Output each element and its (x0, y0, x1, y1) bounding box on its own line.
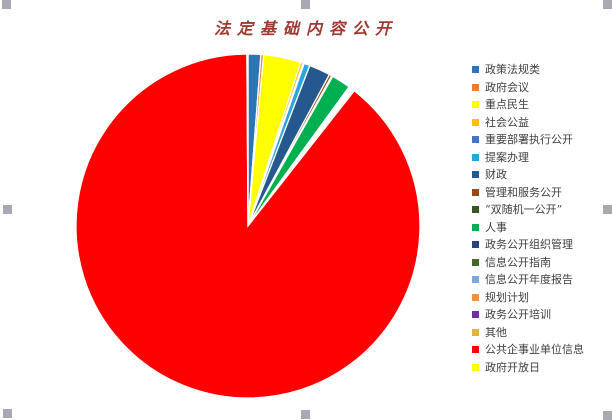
legend-swatch-icon (472, 66, 479, 74)
legend-swatch-icon (472, 311, 479, 319)
legend-label: 重点民生 (485, 98, 529, 112)
chart-title: 法定基础内容公开 (213, 19, 398, 38)
legend-item[interactable]: “双随机一公开” (472, 201, 612, 219)
legend-label: 信息公开指南 (485, 255, 551, 269)
legend-label: 人事 (485, 220, 507, 234)
legend-item[interactable]: 政务公开组织管理 (472, 236, 612, 254)
legend-swatch-icon (472, 363, 479, 371)
legend-swatch-icon (472, 188, 479, 196)
legend-item[interactable]: 政务公开培训 (472, 306, 612, 324)
selection-handle-top-left[interactable] (2, 0, 11, 9)
selection-handle-top-middle[interactable] (301, 0, 310, 9)
legend-swatch-icon (472, 346, 479, 354)
legend-label: 其他 (485, 325, 507, 339)
legend-swatch-icon (472, 118, 479, 126)
legend-label: 政府开放日 (485, 360, 540, 374)
legend-swatch-icon (472, 101, 479, 109)
legend-label: 管理和服务公开 (485, 185, 562, 199)
legend-item[interactable]: 重点民生 (472, 96, 612, 114)
legend-swatch-icon (472, 83, 479, 91)
legend-swatch-icon (472, 276, 479, 284)
legend-swatch-icon (472, 328, 479, 336)
legend-swatch-icon (472, 293, 479, 301)
legend-item[interactable]: 重要部署执行公开 (472, 131, 612, 149)
selection-handle-left-middle[interactable] (3, 205, 12, 214)
legend-item[interactable]: 公共企事业单位信息 (472, 341, 612, 359)
legend-item[interactable]: 管理和服务公开 (472, 184, 612, 202)
legend-label: “双随机一公开” (485, 203, 563, 217)
selection-handle-bottom-right[interactable] (603, 411, 612, 420)
selection-handle-right-middle[interactable] (603, 205, 612, 214)
legend-item[interactable]: 信息公开年度报告 (472, 271, 612, 289)
legend-swatch-icon (472, 206, 479, 214)
legend-item[interactable]: 信息公开指南 (472, 254, 612, 272)
legend-swatch-icon (472, 223, 479, 231)
legend-label: 政务公开组织管理 (485, 238, 573, 252)
legend-item[interactable]: 财政 (472, 166, 612, 184)
legend-item[interactable]: 其他 (472, 324, 612, 342)
legend-label: 规划计划 (485, 290, 529, 304)
legend-item[interactable]: 政策法规类 (472, 61, 612, 79)
legend-item[interactable]: 提案办理 (472, 149, 612, 167)
legend-label: 信息公开年度报告 (485, 273, 573, 287)
legend-item[interactable]: 社会公益 (472, 114, 612, 132)
chart-legend: 政策法规类政府会议重点民生社会公益重要部署执行公开 提案办理财政管理和服务公开 “双… (472, 61, 612, 376)
legend-item[interactable]: 政府开放日 (472, 359, 612, 377)
legend-swatch-icon (472, 136, 479, 144)
legend-label: 政务公开培训 (485, 308, 551, 322)
legend-label: 社会公益 (485, 115, 529, 129)
selection-handle-bottom-middle[interactable] (301, 410, 310, 419)
pie-slice-17[interactable] (246, 53, 249, 227)
selection-handle-top-right[interactable] (603, 0, 612, 9)
legend-label: 公共企事业单位信息 (485, 343, 584, 357)
legend-item[interactable]: 规划计划 (472, 289, 612, 307)
legend-label: 提案办理 (485, 150, 529, 164)
legend-label: 重要部署执行公开 (485, 133, 573, 147)
legend-item[interactable]: 人事 (472, 219, 612, 237)
legend-label: 政府会议 (485, 80, 529, 94)
legend-label: 财政 (485, 168, 507, 182)
legend-item[interactable]: 政府会议 (472, 79, 612, 97)
legend-swatch-icon (472, 171, 479, 179)
legend-swatch-icon (472, 153, 479, 161)
legend-swatch-icon (472, 258, 479, 266)
selection-handle-bottom-left[interactable] (3, 409, 12, 418)
legend-label: 政策法规类 (485, 63, 540, 77)
legend-swatch-icon (472, 241, 479, 249)
